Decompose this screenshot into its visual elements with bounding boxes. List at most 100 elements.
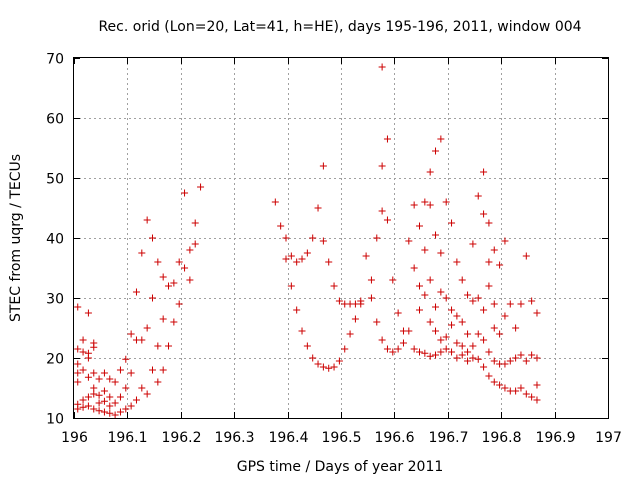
data-point (378, 336, 386, 344)
data-point (405, 237, 413, 245)
data-point (458, 351, 466, 359)
data-point (522, 252, 530, 260)
y-tick-label: 20 (46, 352, 64, 368)
data-point (437, 348, 445, 356)
data-point (432, 327, 440, 335)
data-point (415, 306, 423, 314)
data-point (165, 282, 173, 290)
data-point (309, 354, 317, 362)
data-point (100, 397, 108, 405)
data-point (74, 378, 82, 386)
x-tick-label: 196 (61, 430, 88, 446)
data-point (132, 288, 140, 296)
data-point (415, 222, 423, 230)
data-point (485, 258, 493, 266)
data-point (357, 300, 365, 308)
data-point (122, 405, 130, 413)
data-point (74, 345, 82, 353)
data-point (501, 360, 509, 368)
data-point (116, 408, 124, 416)
data-point (298, 255, 306, 263)
data-point (90, 369, 98, 377)
data-point (362, 252, 370, 260)
data-point (480, 336, 488, 344)
data-point (100, 408, 108, 416)
data-point (383, 216, 391, 224)
data-point (383, 345, 391, 353)
data-point (501, 237, 509, 245)
data-point (469, 354, 477, 362)
data-point (79, 366, 87, 374)
data-point (159, 315, 167, 323)
data-point (181, 189, 189, 197)
data-point (309, 234, 317, 242)
data-point (517, 300, 525, 308)
data-point (127, 330, 135, 338)
data-point (399, 339, 407, 347)
data-point (474, 192, 482, 200)
y-tick-label: 10 (46, 412, 64, 428)
data-point (271, 198, 279, 206)
data-point (496, 330, 504, 338)
data-point (74, 303, 82, 311)
data-point (522, 357, 530, 365)
data-point (159, 366, 167, 374)
data-point (170, 318, 178, 326)
data-point (522, 390, 530, 398)
data-point (303, 342, 311, 350)
data-point (437, 249, 445, 257)
data-point (191, 240, 199, 248)
grid-lines (74, 58, 608, 418)
data-point (421, 349, 429, 357)
data-point (480, 210, 488, 218)
data-point (474, 294, 482, 302)
x-axis-label: GPS time / Days of year 2011 (237, 459, 444, 475)
data-point (95, 375, 103, 383)
data-point (95, 407, 103, 415)
data-point (148, 294, 156, 302)
data-point (106, 375, 114, 383)
data-point (90, 384, 98, 392)
data-point (437, 135, 445, 143)
data-point (421, 246, 429, 254)
x-tick-label: 196.9 (535, 430, 575, 446)
data-point (314, 204, 322, 212)
data-point (90, 343, 98, 351)
data-point (421, 291, 429, 299)
data-point (485, 282, 493, 290)
data-point (517, 351, 525, 359)
data-point (517, 384, 525, 392)
data-point (432, 303, 440, 311)
data-point (175, 258, 183, 266)
data-point (448, 219, 456, 227)
data-point (432, 231, 440, 239)
x-tick-labels: 196 196.1 196.2 196.3 196.4 196.5 196.6 196.7 19… (61, 430, 622, 446)
data-point (410, 345, 418, 353)
data-point (111, 378, 119, 386)
data-point (111, 399, 119, 407)
data-point (378, 162, 386, 170)
y-tick-label: 40 (46, 232, 64, 248)
data-point (474, 355, 482, 363)
data-point (95, 391, 103, 399)
data-point (90, 405, 98, 413)
data-point (442, 333, 450, 341)
data-point (277, 222, 285, 230)
data-point (426, 352, 434, 360)
data-point (421, 198, 429, 206)
data-point (79, 348, 87, 356)
data-point (154, 258, 162, 266)
data-point (351, 315, 359, 323)
data-point (490, 378, 498, 386)
data-point (378, 207, 386, 215)
data-point (453, 339, 461, 347)
data-point (453, 354, 461, 362)
data-point (143, 216, 151, 224)
data-point (469, 240, 477, 248)
data-point (469, 342, 477, 350)
data-point (79, 403, 87, 411)
data-point (325, 258, 333, 266)
data-point (175, 300, 183, 308)
data-point (319, 237, 327, 245)
